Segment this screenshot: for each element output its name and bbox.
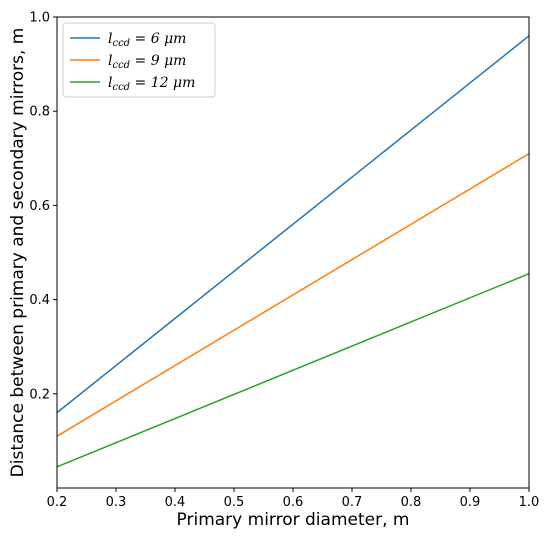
y-axis-title: Distance between primary and secondary m… [8, 28, 28, 478]
x-tick-label: 0.4 [165, 495, 186, 510]
legend-label-subscript: ccd [112, 60, 130, 71]
legend-label-base: l [108, 31, 112, 47]
series-line-3 [56, 272, 530, 468]
series-layer [56, 35, 530, 468]
legend-box [62, 22, 216, 98]
y-tick-label: 0.6 [29, 199, 50, 214]
x-tick-label: 1.0 [519, 495, 540, 510]
x-tick-label: 0.7 [342, 495, 363, 510]
series-line-2 [56, 152, 530, 437]
y-axis-ticks: 0.2 0.4 0.6 0.8 1.0 [29, 11, 57, 402]
x-tick-label: 0.3 [106, 495, 127, 510]
legend-label-base: l [108, 53, 112, 69]
legend-label-2: lccd = 9 μm [108, 53, 186, 71]
series-line-1 [56, 35, 530, 414]
y-tick-label: 0.8 [29, 105, 50, 120]
legend-label-subscript: ccd [112, 38, 130, 49]
x-tick-label: 0.5 [224, 495, 245, 510]
y-tick-label: 1.0 [29, 11, 50, 26]
x-tick-label: 0.9 [460, 495, 481, 510]
y-tick-label: 0.4 [29, 293, 50, 308]
y-tick-label: 0.2 [29, 387, 50, 402]
legend-label-rest: = 12 μm [130, 75, 195, 91]
x-tick-label: 0.6 [283, 495, 304, 510]
legend-label-1: lccd = 6 μm [108, 31, 186, 49]
legend-label-subscript: ccd [112, 82, 130, 93]
x-tick-label: 0.8 [401, 495, 422, 510]
legend-label-rest: = 6 μm [130, 31, 186, 47]
x-tick-label: 0.2 [47, 495, 68, 510]
legend-label-rest: = 9 μm [130, 53, 186, 69]
x-axis-title: Primary mirror diameter, m [177, 510, 410, 530]
legend-label-3: lccd = 12 μm [108, 75, 195, 93]
legend-label-base: l [108, 75, 112, 91]
x-axis-ticks: 0.2 0.3 0.4 0.5 0.6 0.7 0.8 0.9 1.0 [47, 488, 540, 510]
